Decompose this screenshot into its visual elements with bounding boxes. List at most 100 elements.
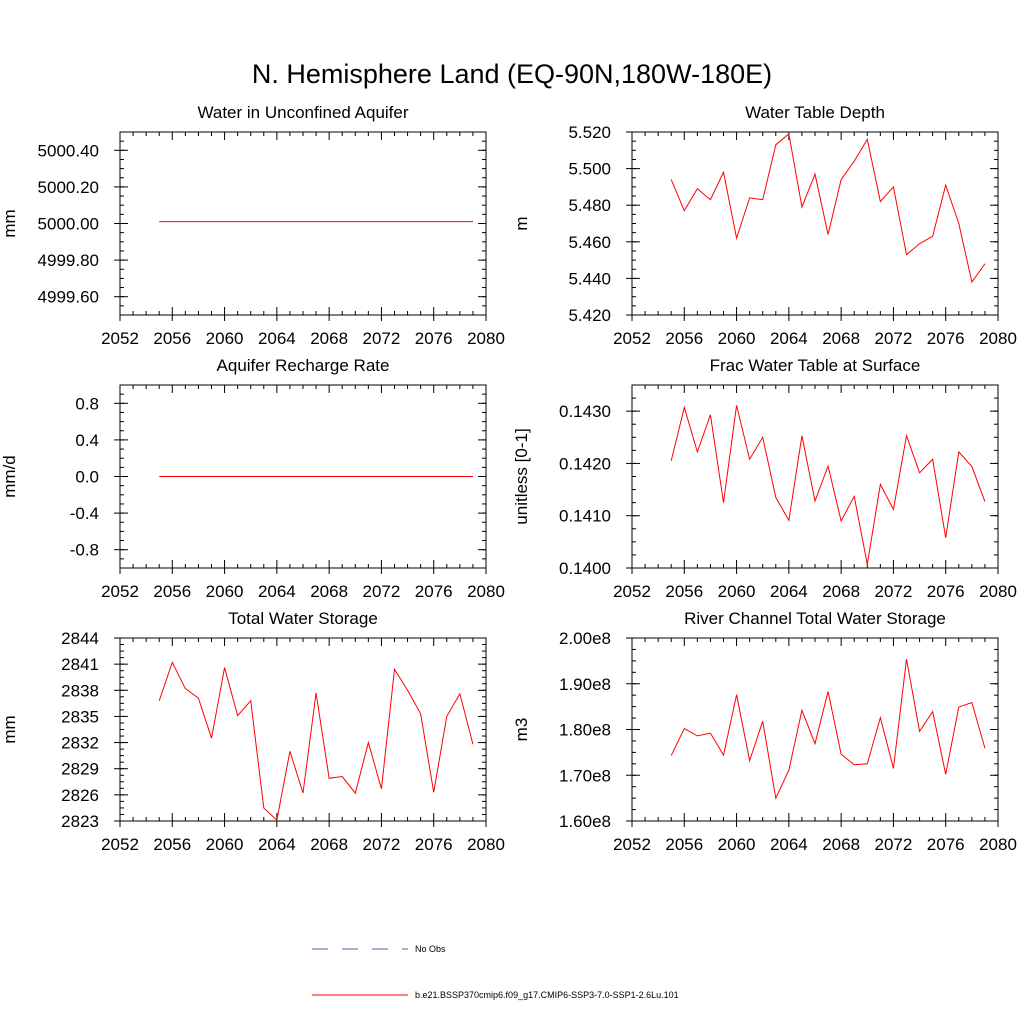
y-tick-label: 0.0 bbox=[75, 468, 99, 487]
y-tick-label: 5000.00 bbox=[38, 215, 99, 234]
x-tick-label: 2076 bbox=[415, 329, 453, 348]
panel-1: Water in Unconfined Aquifer mm 2052 2056 206… bbox=[0, 103, 505, 348]
x-tick-label: 2080 bbox=[979, 582, 1017, 601]
y-tick-label: 2829 bbox=[61, 760, 99, 779]
x-tick-label: 2068 bbox=[822, 329, 860, 348]
x-tick-label: 2072 bbox=[875, 329, 913, 348]
legend-label-no-obs: No Obs bbox=[415, 944, 446, 954]
y-tick-label: 5.440 bbox=[568, 269, 611, 288]
x-tick-label: 2068 bbox=[310, 329, 348, 348]
plot-frame bbox=[631, 384, 999, 569]
x-tick-label: 2080 bbox=[979, 329, 1017, 348]
x-tick-label: 2052 bbox=[613, 835, 651, 854]
x-tick-label: 2060 bbox=[718, 835, 756, 854]
series-line bbox=[670, 132, 986, 284]
x-tick-label: 2076 bbox=[927, 835, 965, 854]
y-tick-label: 1.70e8 bbox=[559, 766, 611, 785]
x-tick-label: 2072 bbox=[363, 582, 401, 601]
x-tick-label: 2052 bbox=[101, 582, 139, 601]
x-tick-label: 2064 bbox=[770, 582, 808, 601]
x-tick-label: 2060 bbox=[718, 329, 756, 348]
panel-2: Water Table Depth m 2052 2056 2060 2064 2068 20… bbox=[512, 103, 1017, 348]
x-tick-label: 2080 bbox=[467, 582, 505, 601]
panel-title: Aquifer Recharge Rate bbox=[217, 356, 390, 375]
y-tick-label: 4999.60 bbox=[38, 288, 99, 307]
x-tick-label: 2060 bbox=[718, 582, 756, 601]
y-tick-label: 2838 bbox=[61, 681, 99, 700]
x-tick-label: 2076 bbox=[415, 835, 453, 854]
y-tick-label: 5.460 bbox=[568, 233, 611, 252]
x-tick-label: 2076 bbox=[415, 582, 453, 601]
x-tick-label: 2060 bbox=[206, 329, 244, 348]
x-tick-label: 2056 bbox=[153, 582, 191, 601]
panel-6: River Channel Total Water Storage m3 2052 2… bbox=[512, 609, 1017, 854]
x-tick-label: 2064 bbox=[770, 329, 808, 348]
series-line bbox=[158, 661, 474, 822]
y-tick-label: 4999.80 bbox=[38, 251, 99, 270]
y-tick-label: 1.60e8 bbox=[559, 812, 611, 831]
y-tick-label: 2841 bbox=[61, 655, 99, 674]
x-tick-label: 2052 bbox=[101, 835, 139, 854]
y-tick-label: 0.8 bbox=[75, 394, 99, 413]
x-tick-label: 2052 bbox=[613, 582, 651, 601]
y-axis-label: m bbox=[512, 216, 531, 230]
y-tick-label: 5.480 bbox=[568, 196, 611, 215]
legend-label-model-run: b.e21.BSSP370cmip6.f09_g17.CMIP6-SSP3-7.… bbox=[415, 990, 679, 1000]
legend-item-no-obs: No Obs bbox=[312, 944, 446, 954]
panel-title: Water in Unconfined Aquifer bbox=[197, 103, 408, 122]
x-tick-label: 2076 bbox=[927, 329, 965, 348]
x-tick-label: 2072 bbox=[363, 835, 401, 854]
x-tick-label: 2056 bbox=[153, 329, 191, 348]
x-tick-label: 2064 bbox=[258, 582, 296, 601]
main-title: N. Hemisphere Land (EQ-90N,180W-180E) bbox=[252, 59, 772, 89]
x-tick-label: 2056 bbox=[665, 329, 703, 348]
y-tick-label: 0.1400 bbox=[559, 559, 611, 578]
x-tick-label: 2072 bbox=[875, 582, 913, 601]
plot-frame bbox=[631, 131, 999, 316]
y-tick-label: 0.1410 bbox=[559, 507, 611, 526]
legend: No Obs b.e21.BSSP370cmip6.f09_g17.CMIP6-… bbox=[312, 944, 679, 1000]
y-tick-label: 0.1430 bbox=[559, 402, 611, 421]
y-tick-label: 2.00e8 bbox=[559, 629, 611, 648]
plot-frame bbox=[119, 131, 487, 316]
y-tick-label: 0.1420 bbox=[559, 454, 611, 473]
y-tick-label: 2844 bbox=[61, 629, 99, 648]
y-tick-label: 1.80e8 bbox=[559, 721, 611, 740]
x-tick-label: 2076 bbox=[927, 582, 965, 601]
x-tick-label: 2056 bbox=[665, 582, 703, 601]
y-tick-label: 2826 bbox=[61, 786, 99, 805]
y-tick-label: 2832 bbox=[61, 734, 99, 753]
series-line bbox=[670, 658, 986, 800]
x-tick-label: 2068 bbox=[310, 835, 348, 854]
y-tick-label: 2835 bbox=[61, 707, 99, 726]
y-axis-label: mm/d bbox=[0, 455, 19, 498]
y-tick-label: 1.90e8 bbox=[559, 675, 611, 694]
y-axis-label: m3 bbox=[512, 718, 531, 742]
panel-4: Frac Water Table at Surface unitless [0-1… bbox=[512, 356, 1017, 601]
y-axis-label: unitless [0-1] bbox=[512, 428, 531, 524]
panel-title: Water Table Depth bbox=[745, 103, 885, 122]
series-line bbox=[670, 405, 986, 565]
x-tick-label: 2052 bbox=[613, 329, 651, 348]
panel-5: Total Water Storage mm 2052 2056 2060 2064 206… bbox=[0, 609, 505, 854]
x-tick-label: 2068 bbox=[822, 582, 860, 601]
legend-item-model-run: b.e21.BSSP370cmip6.f09_g17.CMIP6-SSP3-7.… bbox=[312, 990, 679, 1000]
x-tick-label: 2056 bbox=[153, 835, 191, 854]
panel-title: Frac Water Table at Surface bbox=[710, 356, 921, 375]
panel-3: Aquifer Recharge Rate mm/d 2052 2056 2060 206… bbox=[0, 356, 505, 601]
y-tick-label: 5.520 bbox=[568, 123, 611, 142]
panels-group: Water in Unconfined Aquifer mm 2052 2056 206… bbox=[0, 103, 1017, 854]
y-tick-label: 5.500 bbox=[568, 160, 611, 179]
y-tick-label: 5.420 bbox=[568, 306, 611, 325]
x-tick-label: 2056 bbox=[665, 835, 703, 854]
x-tick-label: 2068 bbox=[310, 582, 348, 601]
y-tick-label: 5000.40 bbox=[38, 141, 99, 160]
x-tick-label: 2060 bbox=[206, 835, 244, 854]
y-tick-label: 5000.20 bbox=[38, 178, 99, 197]
x-tick-label: 2080 bbox=[979, 835, 1017, 854]
y-tick-label: 2823 bbox=[61, 812, 99, 831]
y-tick-label: -0.8 bbox=[70, 541, 99, 560]
x-tick-label: 2052 bbox=[101, 329, 139, 348]
x-tick-label: 2080 bbox=[467, 329, 505, 348]
